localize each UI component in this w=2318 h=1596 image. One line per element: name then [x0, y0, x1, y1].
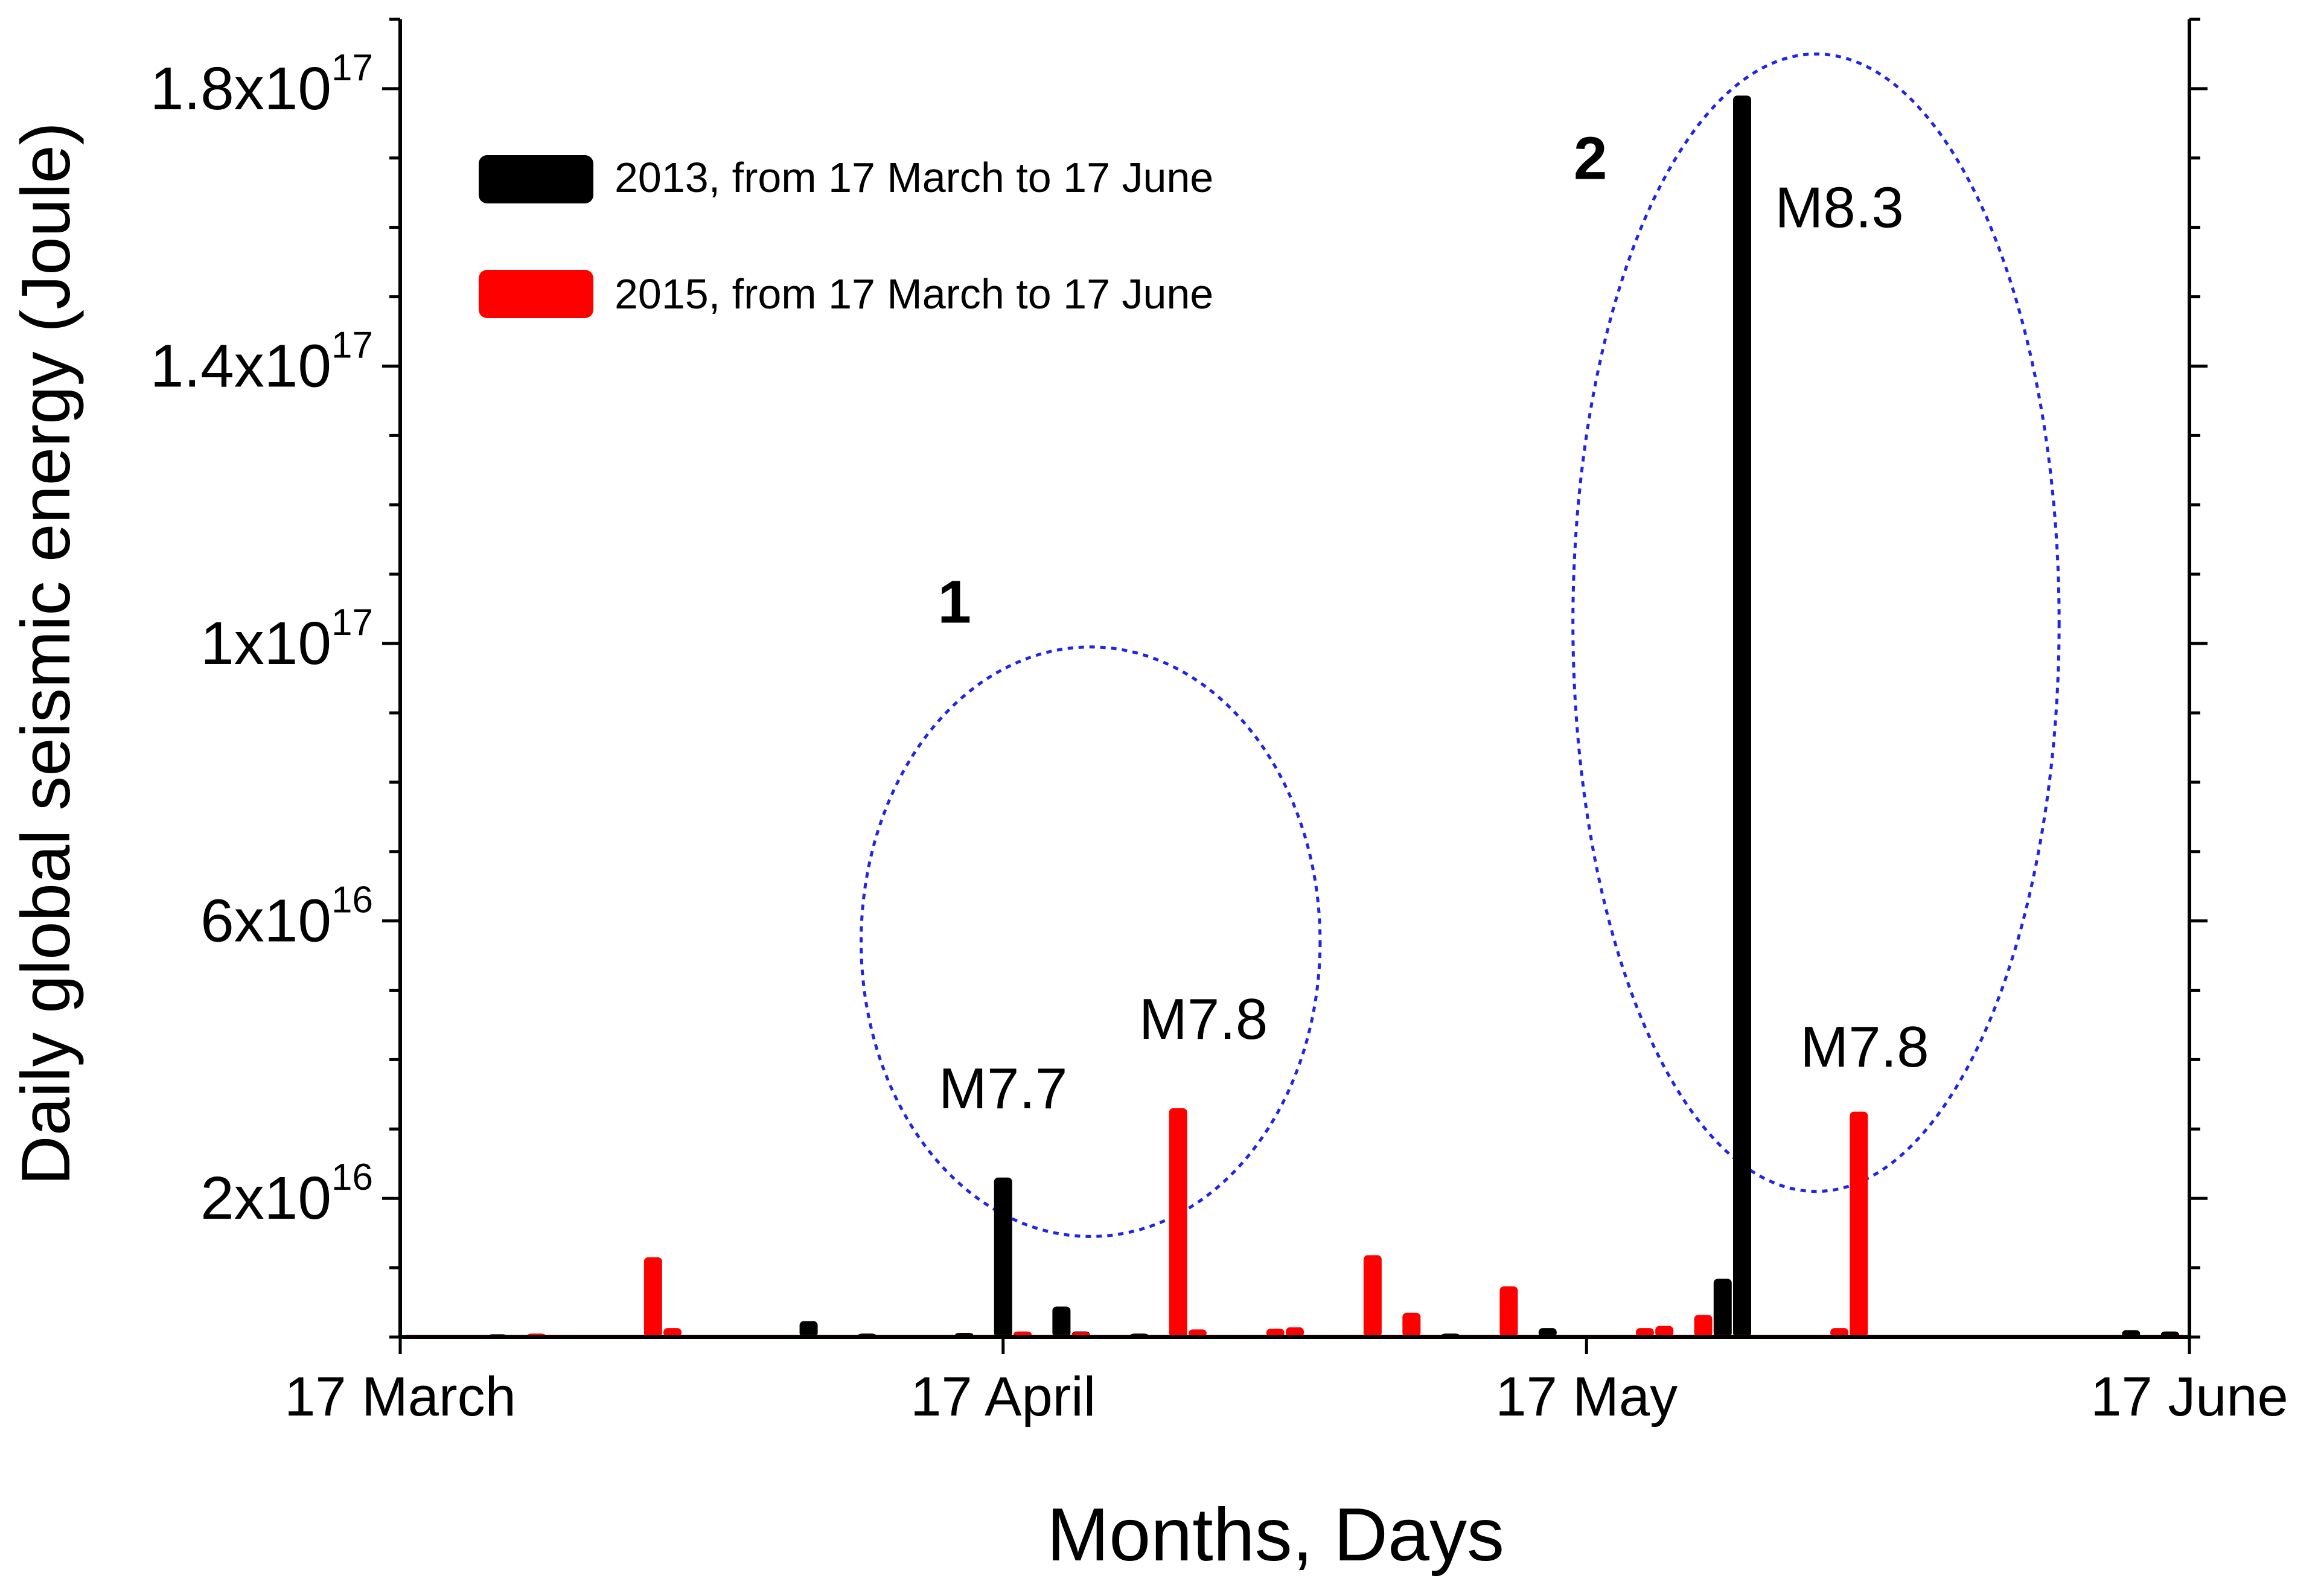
- bar-series-1-day-65: [1655, 1326, 1674, 1337]
- bar-series-1-day-14: [663, 1328, 682, 1337]
- bars: [406, 95, 2183, 1337]
- bar-series-1-day-64: [1635, 1328, 1654, 1337]
- legend: 2013, from 17 March to 17 June 2015, fro…: [479, 154, 1213, 318]
- y-tick-label-0: 2x1016: [200, 1157, 373, 1232]
- legend-swatch-2013: [479, 155, 593, 203]
- bar-series-1-day-45: [1266, 1329, 1285, 1337]
- bar-series-1-day-74: [1830, 1328, 1849, 1337]
- group-ellipses: [860, 52, 2061, 1238]
- bar-series-0-day-59: [1538, 1328, 1557, 1337]
- y-tick-label-1: 6x1016: [200, 879, 373, 955]
- x-tick-label-0: 17 March: [284, 1366, 516, 1428]
- x-tick-label-3: 17 June: [2090, 1366, 2288, 1428]
- y-tick-label-2: 1x1017: [200, 602, 373, 677]
- legend-swatch-2015: [479, 270, 593, 318]
- bar-series-1-day-46: [1286, 1327, 1304, 1337]
- legend-label-2015: 2015, from 17 March to 17 June: [615, 270, 1213, 318]
- x-axis-label: Months, Days: [1047, 1493, 1504, 1577]
- bar-series-1-day-57: [1499, 1286, 1518, 1337]
- group-ellipse-2: [1571, 52, 2061, 1193]
- x-tick-label-1: 17 April: [910, 1366, 1096, 1428]
- group-ellipse-1: [860, 645, 1322, 1238]
- annotation-0: M7.7: [939, 1056, 1067, 1121]
- annotations: 1 2 M7.7 M7.8 M8.3 M7.8: [937, 124, 1929, 1121]
- bar-series-0-day-31: [994, 1177, 1012, 1337]
- annotation-3: M7.8: [1800, 1015, 1929, 1079]
- bar-series-1-day-67: [1694, 1315, 1713, 1337]
- annotation-2: M8.3: [1775, 176, 1903, 240]
- bar-series-1-day-52: [1402, 1312, 1421, 1337]
- x-tick-label-2: 17 May: [1495, 1366, 1678, 1428]
- bar-series-0-day-69: [1733, 95, 1751, 1337]
- annotation-1: M7.8: [1139, 987, 1268, 1052]
- group-label-1: 1: [937, 569, 971, 636]
- bar-series-1-day-41: [1188, 1329, 1207, 1337]
- bar-series-1-day-13: [643, 1257, 662, 1337]
- bar-series-1-day-50: [1363, 1255, 1382, 1337]
- bar-series-1-day-40: [1169, 1108, 1187, 1337]
- y-tick-label-3: 1.4x1017: [150, 324, 373, 400]
- bar-series-0-day-21: [799, 1321, 818, 1337]
- group-label-2: 2: [1574, 124, 1608, 192]
- bar-series-0-day-34: [1052, 1306, 1071, 1337]
- y-tick-label-4: 1.8x1017: [150, 47, 373, 123]
- legend-label-2013: 2013, from 17 March to 17 June: [615, 154, 1213, 201]
- bar-series-1-day-75: [1850, 1111, 1868, 1337]
- axes: 2x1016 6x1016 1x1017 1.4x1017 1.8x1017 17 Mar…: [150, 18, 2288, 1428]
- bar-series-0-day-68: [1713, 1278, 1732, 1337]
- y-axis-label: Daily global seismic energy (Joule): [8, 122, 85, 1185]
